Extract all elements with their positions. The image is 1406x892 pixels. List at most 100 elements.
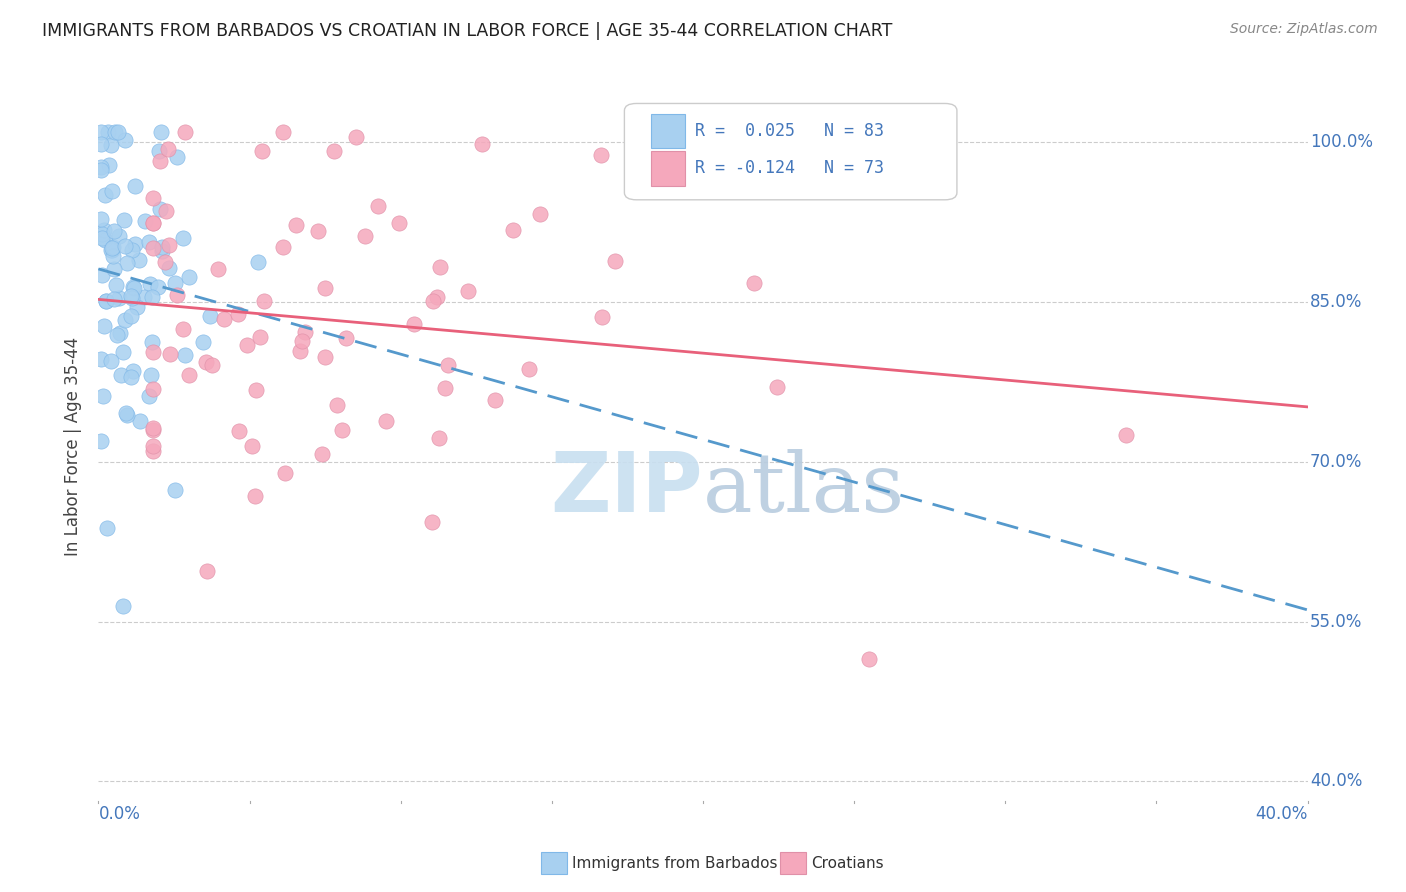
Point [271, 125, 294, 139]
Point [374, 414, 396, 428]
Point [420, 515, 443, 529]
Point [146, 280, 169, 294]
Point [128, 253, 150, 268]
Text: 40.0%: 40.0% [1256, 805, 1308, 823]
Point [250, 145, 273, 159]
Point [100, 243, 122, 257]
Point [114, 213, 136, 227]
Point [121, 289, 143, 303]
Point [141, 334, 163, 349]
Text: 40.0%: 40.0% [1310, 772, 1362, 790]
Point [172, 231, 194, 245]
Point [90, 352, 112, 367]
Text: 0.0%: 0.0% [98, 805, 141, 823]
Point [243, 489, 266, 503]
Point [471, 137, 494, 152]
Point [422, 294, 444, 309]
Point [91, 231, 114, 245]
Point [344, 130, 367, 145]
Point [112, 345, 135, 359]
Point [107, 228, 129, 243]
Point [294, 325, 316, 339]
Point [166, 288, 188, 302]
Point [121, 243, 143, 257]
Point [90, 125, 112, 139]
Point [335, 331, 357, 345]
Point [93, 222, 115, 236]
Point [90, 434, 112, 449]
Point [429, 260, 451, 274]
Point [207, 262, 229, 277]
Point [120, 369, 142, 384]
Point [314, 351, 336, 365]
Point [96, 294, 118, 309]
Point [101, 243, 124, 257]
Point [163, 483, 186, 497]
Point [311, 447, 333, 461]
Text: Source: ZipAtlas.com: Source: ZipAtlas.com [1230, 22, 1378, 37]
Point [605, 253, 627, 268]
Point [174, 348, 197, 362]
Point [195, 355, 218, 369]
Point [157, 261, 180, 276]
Point [114, 132, 136, 146]
Point [96, 293, 118, 308]
Point [107, 125, 129, 139]
Point [177, 368, 200, 383]
Point [142, 216, 165, 230]
Text: atlas: atlas [703, 449, 905, 529]
Point [201, 358, 224, 372]
Point [115, 406, 138, 420]
Point [100, 137, 122, 152]
Point [152, 244, 174, 259]
Point [195, 564, 218, 578]
Point [125, 300, 148, 314]
Point [114, 313, 136, 327]
Point [165, 276, 187, 290]
Point [90, 268, 112, 282]
Point [103, 224, 125, 238]
Point [138, 389, 160, 403]
Point [142, 191, 165, 205]
Point [90, 136, 112, 151]
Text: 100.0%: 100.0% [1310, 134, 1374, 152]
Point [388, 216, 411, 230]
Point [314, 281, 336, 295]
Point [101, 240, 124, 254]
Point [253, 294, 276, 309]
Point [115, 256, 138, 270]
Point [367, 199, 389, 213]
Point [94, 233, 117, 247]
Point [591, 310, 613, 325]
Point [159, 347, 181, 361]
Point [105, 277, 128, 292]
Point [291, 334, 314, 349]
Point [326, 399, 349, 413]
Point [103, 262, 125, 277]
Point [1115, 428, 1137, 442]
Point [114, 239, 136, 253]
Point [105, 328, 128, 343]
Bar [651, 152, 685, 186]
Point [149, 125, 172, 139]
Text: Croatians: Croatians [811, 856, 884, 871]
Point [100, 354, 122, 368]
Point [858, 652, 880, 666]
Point [101, 249, 124, 263]
Text: ZIP: ZIP [551, 449, 703, 529]
Point [288, 343, 311, 358]
Point [198, 309, 221, 323]
Point [191, 335, 214, 350]
Point [90, 160, 112, 174]
Point [177, 269, 200, 284]
Y-axis label: In Labor Force | Age 35-44: In Labor Force | Age 35-44 [65, 336, 83, 556]
Point [97, 158, 120, 172]
Point [94, 188, 117, 202]
Point [108, 326, 131, 340]
Point [148, 145, 170, 159]
Point [330, 423, 353, 437]
Point [138, 235, 160, 250]
Point [93, 319, 115, 334]
Point [97, 125, 120, 139]
Point [90, 227, 112, 242]
